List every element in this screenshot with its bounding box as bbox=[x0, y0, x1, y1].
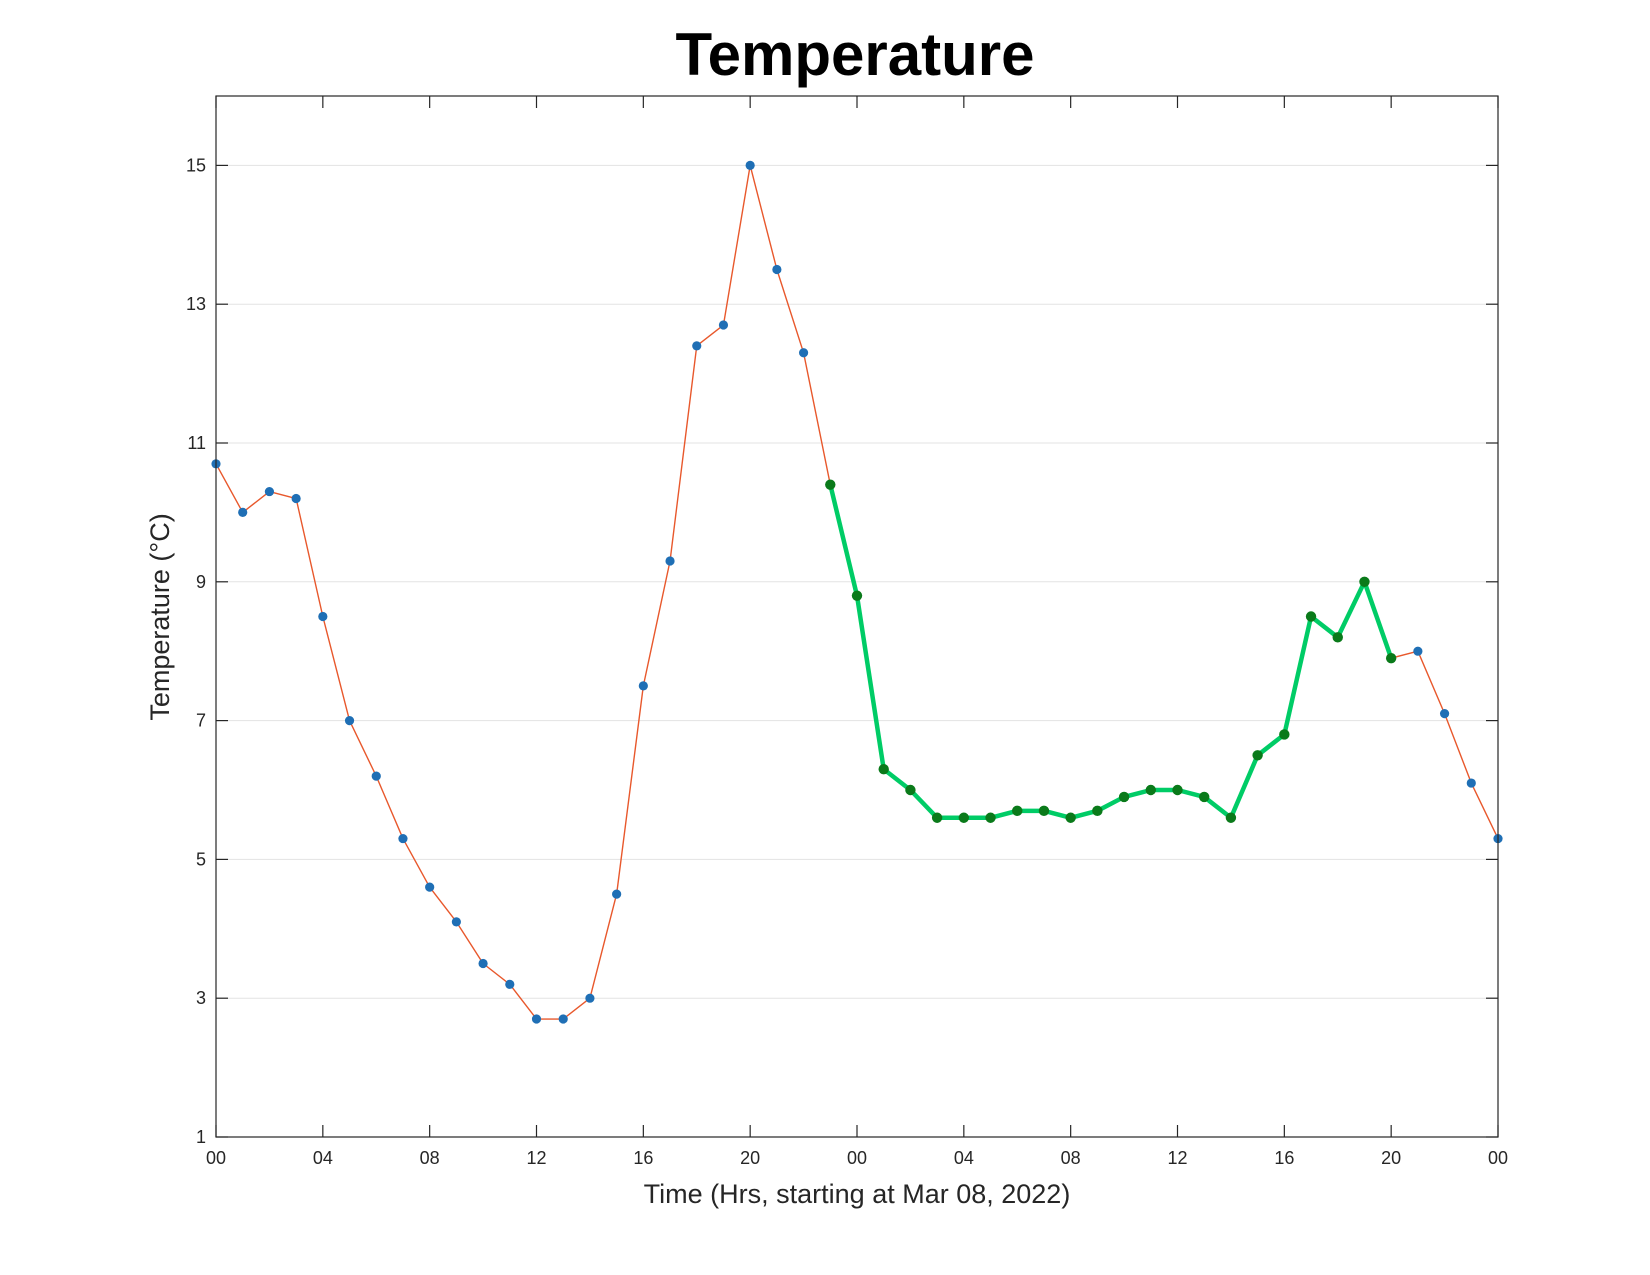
y-tick-label: 7 bbox=[196, 711, 206, 731]
x-axis-label: Time (Hrs, starting at Mar 08, 2022) bbox=[644, 1179, 1071, 1209]
x-tick-label: 16 bbox=[633, 1148, 653, 1168]
series-0-point bbox=[612, 889, 622, 899]
series-1-point bbox=[1145, 784, 1156, 796]
series-1-point bbox=[851, 590, 863, 601]
y-tick-label: 3 bbox=[196, 988, 206, 1008]
series-0-point bbox=[344, 716, 355, 726]
series-1 bbox=[825, 479, 1397, 823]
series-1-point bbox=[1038, 805, 1050, 817]
plot-frame bbox=[215, 95, 1499, 1138]
x-tick-label: 20 bbox=[740, 1148, 760, 1168]
series-0-point bbox=[318, 611, 328, 622]
series-0-point bbox=[291, 493, 301, 504]
series-0-point bbox=[745, 160, 755, 170]
x-tick-label: 08 bbox=[420, 1148, 440, 1168]
series-0-point bbox=[1413, 646, 1423, 656]
series-1-point bbox=[1092, 805, 1103, 817]
x-tick-label: 12 bbox=[526, 1148, 546, 1168]
series-1-line bbox=[828, 482, 1394, 821]
series-1-point bbox=[1118, 791, 1130, 803]
series-1-point bbox=[1305, 611, 1317, 622]
series-1-point bbox=[1279, 729, 1290, 740]
series-1-point bbox=[825, 479, 836, 490]
series-1-point bbox=[931, 812, 943, 823]
series-0-point bbox=[425, 882, 435, 892]
series-0-point bbox=[1439, 709, 1450, 719]
chart-title: Temperature bbox=[675, 21, 1034, 88]
y-tick-label: 11 bbox=[187, 433, 206, 453]
series-1-point bbox=[958, 812, 970, 823]
series-0-point bbox=[638, 681, 648, 691]
series-1-point bbox=[1252, 750, 1263, 761]
y-tick-label: 13 bbox=[186, 294, 206, 314]
series-0-point bbox=[558, 1014, 568, 1024]
series-0-point bbox=[371, 771, 381, 781]
series-0-point bbox=[531, 1014, 542, 1024]
y-axis-label: Temperature (°C) bbox=[145, 513, 175, 720]
y-tick-label: 9 bbox=[196, 572, 206, 592]
x-tick-label: 12 bbox=[1167, 1148, 1187, 1168]
series-0-point bbox=[692, 341, 702, 351]
x-tick-label: 08 bbox=[1061, 1148, 1081, 1168]
series-0-point bbox=[1466, 778, 1476, 788]
x-tick-label: 00 bbox=[847, 1148, 867, 1168]
series-layer bbox=[211, 160, 1503, 1024]
series-0-point bbox=[264, 486, 275, 497]
series-0-point bbox=[238, 507, 248, 517]
series-1-point bbox=[1012, 805, 1023, 817]
series-1-point bbox=[878, 763, 889, 775]
x-tick-label: 00 bbox=[206, 1148, 226, 1168]
series-0-point bbox=[505, 979, 515, 989]
y-tick-label: 5 bbox=[196, 849, 206, 869]
series-0-point bbox=[798, 348, 809, 358]
series-0-point bbox=[718, 320, 729, 330]
x-tick-label: 20 bbox=[1381, 1148, 1401, 1168]
series-0-point bbox=[772, 264, 782, 275]
x-tick-label: 16 bbox=[1274, 1148, 1294, 1168]
series-1-point bbox=[985, 812, 996, 823]
series-1-point bbox=[1385, 652, 1397, 664]
x-tick-label: 04 bbox=[954, 1148, 974, 1168]
series-1-point bbox=[1332, 632, 1343, 643]
series-0-point bbox=[665, 556, 675, 566]
series-1-point bbox=[1172, 784, 1183, 796]
x-tick-label: 04 bbox=[313, 1148, 333, 1168]
grid-lines bbox=[216, 164, 1498, 999]
series-1-point bbox=[1225, 812, 1237, 823]
series-1-point bbox=[1199, 791, 1210, 803]
x-tick-label: 00 bbox=[1488, 1148, 1508, 1168]
y-tick-label: 15 bbox=[186, 155, 206, 175]
series-0-point bbox=[478, 958, 488, 969]
series-0-point bbox=[398, 833, 408, 844]
series-0-point bbox=[451, 917, 461, 927]
series-0-point bbox=[585, 993, 595, 1003]
series-1-point bbox=[905, 784, 916, 796]
series-1-point bbox=[1359, 576, 1370, 587]
y-tick-label: 1 bbox=[196, 1127, 206, 1147]
series-1-point bbox=[1065, 812, 1076, 823]
